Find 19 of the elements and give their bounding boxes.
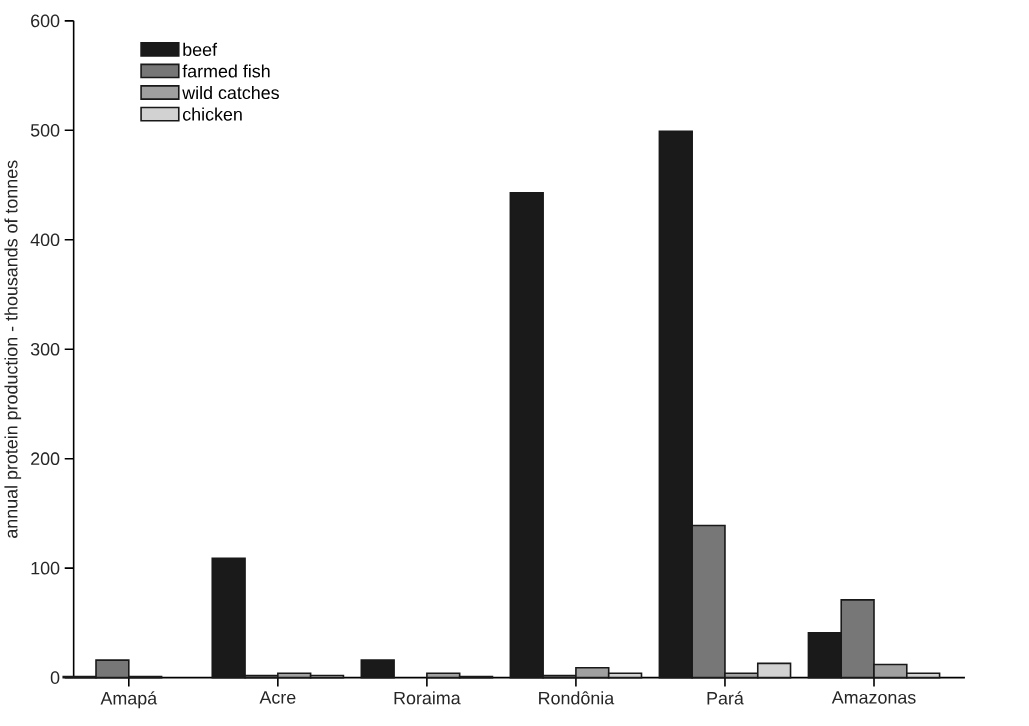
x-tick-label: Acre <box>259 691 296 704</box>
bar <box>360 659 395 679</box>
legend-label: wild catches <box>182 85 279 99</box>
y-tick-label: 500 <box>30 123 60 137</box>
x-tick-label: Amazonas <box>831 691 916 704</box>
x-tick-label: Rondônia <box>539 691 615 705</box>
y-tick-label: 200 <box>31 452 60 465</box>
legend-label: farmed fish <box>182 64 270 78</box>
legend-label: beef <box>183 42 218 56</box>
x-tick-label: Amapá <box>100 691 158 708</box>
x-tick-label: Pará <box>707 691 744 705</box>
y-tick-label: 100 <box>31 561 60 575</box>
y-axis-title: annual protein production - thousands of tonnes <box>4 160 22 538</box>
legend-label: chicken <box>182 107 242 121</box>
y-tick-label: 0 <box>50 671 60 684</box>
y-tick-label: 400 <box>30 233 60 246</box>
y-tick-label: 300 <box>30 342 60 356</box>
x-tick-label: Roraima <box>394 691 461 705</box>
y-tick-label: 600 <box>31 14 60 28</box>
